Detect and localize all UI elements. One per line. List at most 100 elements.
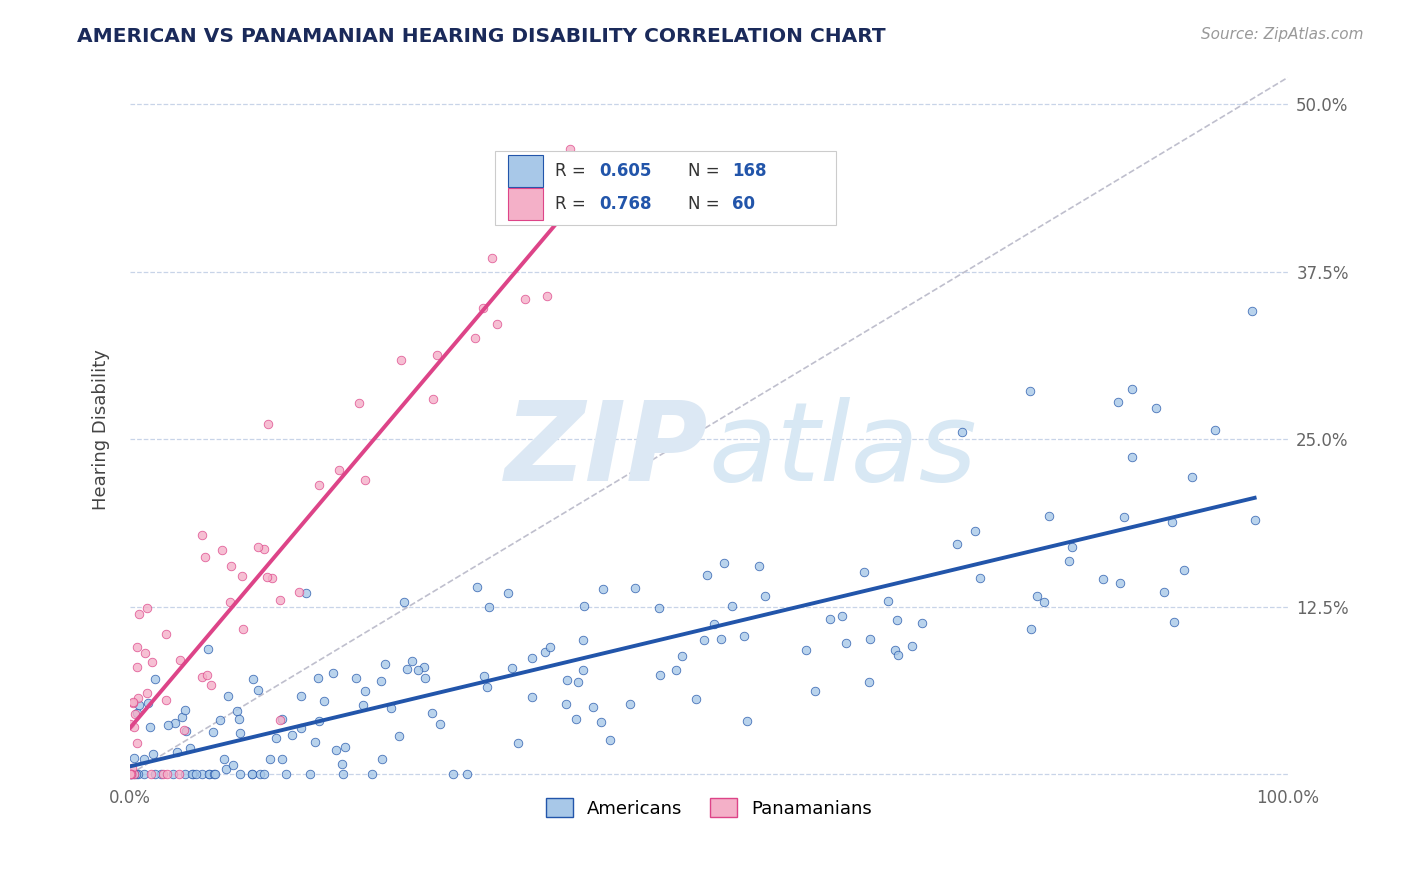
Point — [538, 640, 561, 655]
Point — [181, 767, 204, 781]
Text: 0.768: 0.768 — [599, 195, 651, 213]
Point — [242, 767, 264, 781]
Point — [120, 717, 142, 731]
Point — [197, 767, 219, 781]
Point — [1163, 615, 1185, 629]
Point — [859, 632, 882, 646]
Text: Source: ZipAtlas.com: Source: ZipAtlas.com — [1201, 27, 1364, 42]
Point — [174, 767, 197, 781]
Point — [884, 643, 907, 657]
Point — [464, 331, 486, 345]
Point — [269, 592, 291, 607]
Point — [671, 648, 693, 663]
Point — [401, 654, 423, 668]
Point — [422, 706, 444, 720]
Point — [173, 723, 195, 738]
Point — [950, 425, 973, 440]
Point — [965, 524, 987, 539]
Point — [1153, 585, 1175, 599]
Text: 0.605: 0.605 — [599, 162, 651, 180]
Point — [737, 714, 759, 729]
Point — [134, 767, 156, 781]
Point — [253, 767, 276, 781]
Point — [163, 715, 186, 730]
Point — [125, 640, 148, 654]
Point — [572, 633, 595, 648]
Text: R =: R = — [555, 162, 591, 180]
Point — [170, 710, 193, 724]
Text: ZIP: ZIP — [505, 397, 709, 504]
Point — [520, 651, 543, 665]
Point — [456, 767, 478, 781]
Point — [567, 674, 589, 689]
Point — [194, 550, 217, 565]
Point — [565, 712, 588, 726]
Point — [330, 757, 353, 772]
Point — [125, 767, 148, 781]
FancyBboxPatch shape — [509, 188, 543, 220]
Point — [332, 767, 354, 781]
Point — [229, 767, 252, 781]
Point — [276, 767, 298, 781]
Point — [853, 565, 876, 579]
Point — [122, 767, 145, 781]
Point — [307, 671, 329, 685]
Point — [352, 698, 374, 712]
Point — [834, 635, 856, 649]
Point — [127, 767, 149, 781]
Point — [508, 736, 530, 750]
Point — [232, 622, 254, 636]
Point — [328, 463, 350, 477]
Point — [155, 693, 177, 707]
Point — [127, 691, 149, 706]
Point — [174, 723, 197, 738]
Point — [262, 572, 284, 586]
Point — [308, 478, 330, 492]
Point — [128, 607, 150, 622]
Point — [287, 585, 309, 599]
Point — [396, 662, 419, 676]
Point — [214, 752, 236, 766]
Point — [269, 713, 291, 727]
Point — [150, 767, 173, 781]
Point — [136, 686, 159, 700]
Point — [1121, 450, 1143, 465]
Point — [201, 724, 224, 739]
Point — [582, 699, 605, 714]
Point — [599, 733, 621, 747]
Point — [155, 627, 177, 641]
Point — [299, 767, 322, 781]
Point — [1121, 382, 1143, 396]
Point — [592, 582, 614, 596]
Point — [720, 599, 742, 613]
Point — [887, 648, 910, 662]
Point — [561, 163, 583, 178]
Point — [134, 647, 156, 661]
Point — [211, 543, 233, 558]
Point — [408, 664, 430, 678]
Point — [253, 541, 276, 556]
Point — [900, 640, 922, 654]
Point — [139, 720, 162, 734]
Text: atlas: atlas — [709, 397, 977, 504]
Point — [1112, 510, 1135, 524]
Point — [370, 674, 392, 689]
Point — [572, 663, 595, 677]
Point — [515, 293, 537, 307]
Point — [122, 767, 145, 781]
Point — [219, 559, 242, 574]
Point — [217, 690, 239, 704]
Point — [179, 740, 201, 755]
Point — [478, 600, 501, 615]
Point — [1144, 401, 1167, 416]
Point — [125, 706, 148, 720]
Point — [228, 712, 250, 726]
Point — [1181, 470, 1204, 484]
Point — [413, 671, 436, 685]
Point — [733, 629, 755, 643]
Point — [558, 142, 581, 156]
Point — [135, 600, 157, 615]
Point — [1092, 572, 1115, 586]
Point — [910, 615, 932, 630]
Point — [818, 612, 841, 626]
